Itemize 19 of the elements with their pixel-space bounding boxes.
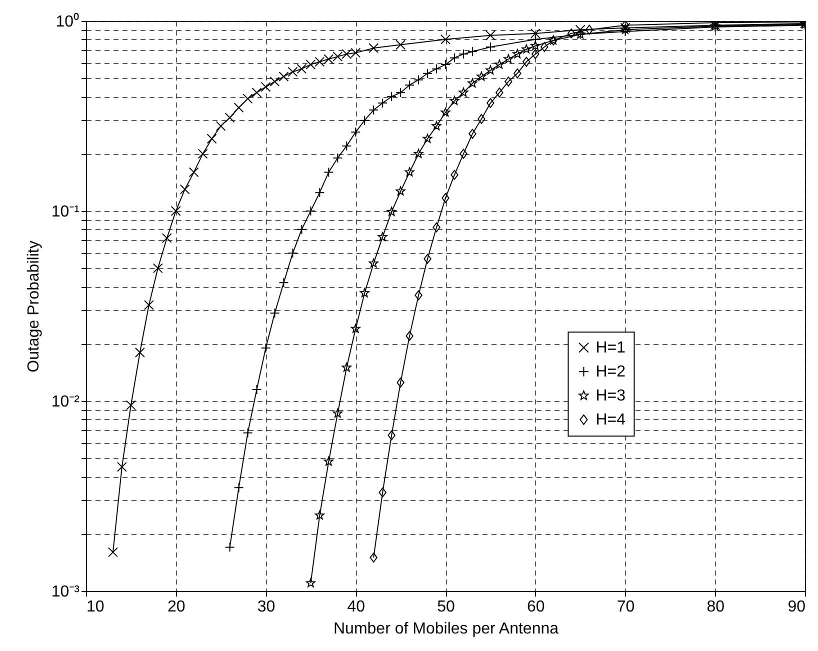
x-tick-label: 10 <box>86 598 104 616</box>
x-tick-label: 20 <box>167 598 186 616</box>
y-tick-label: 10⁻² <box>51 394 80 410</box>
legend-label: H=4 <box>596 412 626 429</box>
y-tick-label: 10⁻³ <box>51 584 80 600</box>
x-tick-label: 90 <box>788 598 806 616</box>
x-tick-label: 70 <box>616 598 635 616</box>
legend-label: H=3 <box>596 388 626 405</box>
y-axis-title: Outage Probability <box>25 240 42 372</box>
x-tick-label: 40 <box>347 598 366 616</box>
y-tick-label: 10⁰ <box>56 12 80 30</box>
legend-label: H=1 <box>596 340 626 357</box>
x-tick-label: 50 <box>437 598 455 616</box>
x-tick-label: 80 <box>706 598 725 616</box>
x-tick-label: 60 <box>526 598 545 616</box>
legend-label: H=2 <box>596 364 626 381</box>
x-axis-title: Number of Mobiles per Antenna <box>333 620 559 638</box>
y-tick-label: 10⁻¹ <box>51 204 80 220</box>
x-tick-label: 30 <box>257 598 276 616</box>
